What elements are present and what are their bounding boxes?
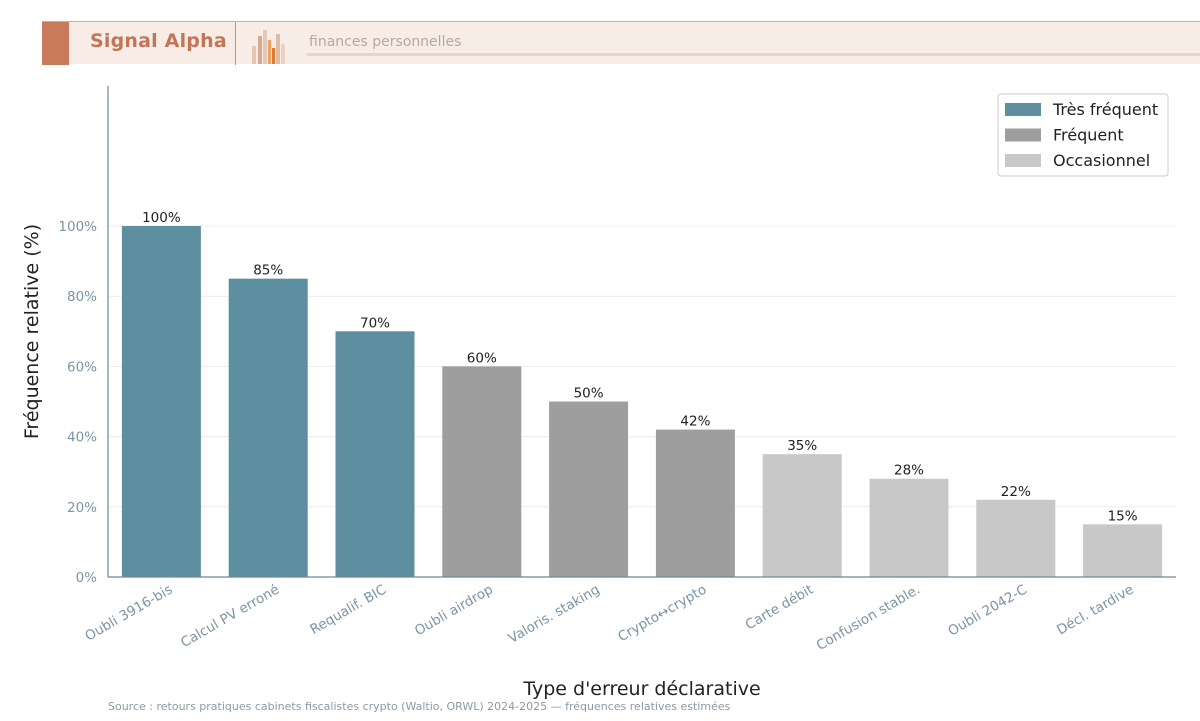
x-tick-label: Oubli airdrop bbox=[412, 582, 496, 640]
bar bbox=[335, 331, 415, 577]
brand-tagline: finances personnelles bbox=[309, 34, 462, 50]
legend-swatch bbox=[1005, 103, 1041, 116]
x-axis-title: Type d'erreur déclarative bbox=[522, 678, 760, 700]
legend-label: Occasionnel bbox=[1053, 151, 1150, 170]
brand-header: Signal Alpha finances personnelles bbox=[42, 21, 1200, 65]
bar bbox=[869, 478, 949, 577]
bar-value-label: 85% bbox=[253, 263, 283, 279]
x-tick-label: Crypto↔crypto bbox=[615, 582, 709, 646]
bar bbox=[1083, 524, 1163, 577]
bar-value-label: 35% bbox=[787, 438, 817, 454]
bar bbox=[442, 366, 522, 577]
bar-value-label: 50% bbox=[574, 386, 604, 402]
bars bbox=[121, 226, 1163, 577]
brand-underline bbox=[307, 53, 1200, 56]
bar bbox=[762, 454, 842, 577]
bar bbox=[976, 499, 1056, 577]
bar-value-label: 15% bbox=[1108, 508, 1138, 524]
x-tick-label: Oubli 3916-bis bbox=[82, 582, 175, 645]
x-tick-label: Carte débit bbox=[743, 582, 817, 634]
x-tick-label: Valoris. staking bbox=[506, 582, 603, 647]
bar-value-label: 70% bbox=[360, 315, 390, 331]
bar-chart-logo-icon bbox=[252, 30, 285, 64]
y-tick-label: 40% bbox=[67, 430, 97, 446]
legend-swatch bbox=[1005, 154, 1041, 167]
legend-label: Fréquent bbox=[1053, 126, 1124, 145]
y-tick-label: 0% bbox=[76, 570, 98, 586]
bar bbox=[121, 226, 201, 577]
brand-divider bbox=[235, 22, 236, 65]
x-tick-label: Décl. tardive bbox=[1054, 582, 1136, 639]
bar-value-label: 28% bbox=[894, 463, 924, 479]
bar-value-label: 22% bbox=[1001, 484, 1031, 500]
bar-value-label: 60% bbox=[467, 350, 497, 366]
x-tick-label: Calcul PV erroné bbox=[178, 582, 282, 651]
bar bbox=[549, 401, 629, 577]
legend: Très fréquent Fréquent Occasionnel bbox=[997, 93, 1169, 177]
y-tick-label: 80% bbox=[67, 289, 97, 305]
brand-name: Signal Alpha bbox=[90, 30, 227, 52]
bar bbox=[228, 278, 308, 577]
x-tick-label: Confusion stable. bbox=[814, 582, 923, 654]
y-tick-label: 100% bbox=[58, 219, 97, 235]
y-axis-title: Fréquence relative (%) bbox=[21, 224, 43, 439]
y-tick-label: 20% bbox=[67, 500, 97, 516]
axes bbox=[107, 86, 1176, 578]
legend-label: Très fréquent bbox=[1052, 100, 1158, 119]
y-tick-label: 60% bbox=[67, 359, 97, 375]
x-tick-label: Requalif. BIC bbox=[307, 582, 389, 638]
bar-value-label: 42% bbox=[680, 414, 710, 430]
bar-value-label: 100% bbox=[142, 210, 181, 226]
bar bbox=[655, 429, 735, 577]
brand-swatch bbox=[42, 22, 69, 65]
source-note: Source : retours pratiques cabinets fisc… bbox=[108, 700, 731, 713]
legend-swatch bbox=[1005, 128, 1041, 142]
x-tick-label: Oubli 2042-C bbox=[945, 582, 1029, 640]
